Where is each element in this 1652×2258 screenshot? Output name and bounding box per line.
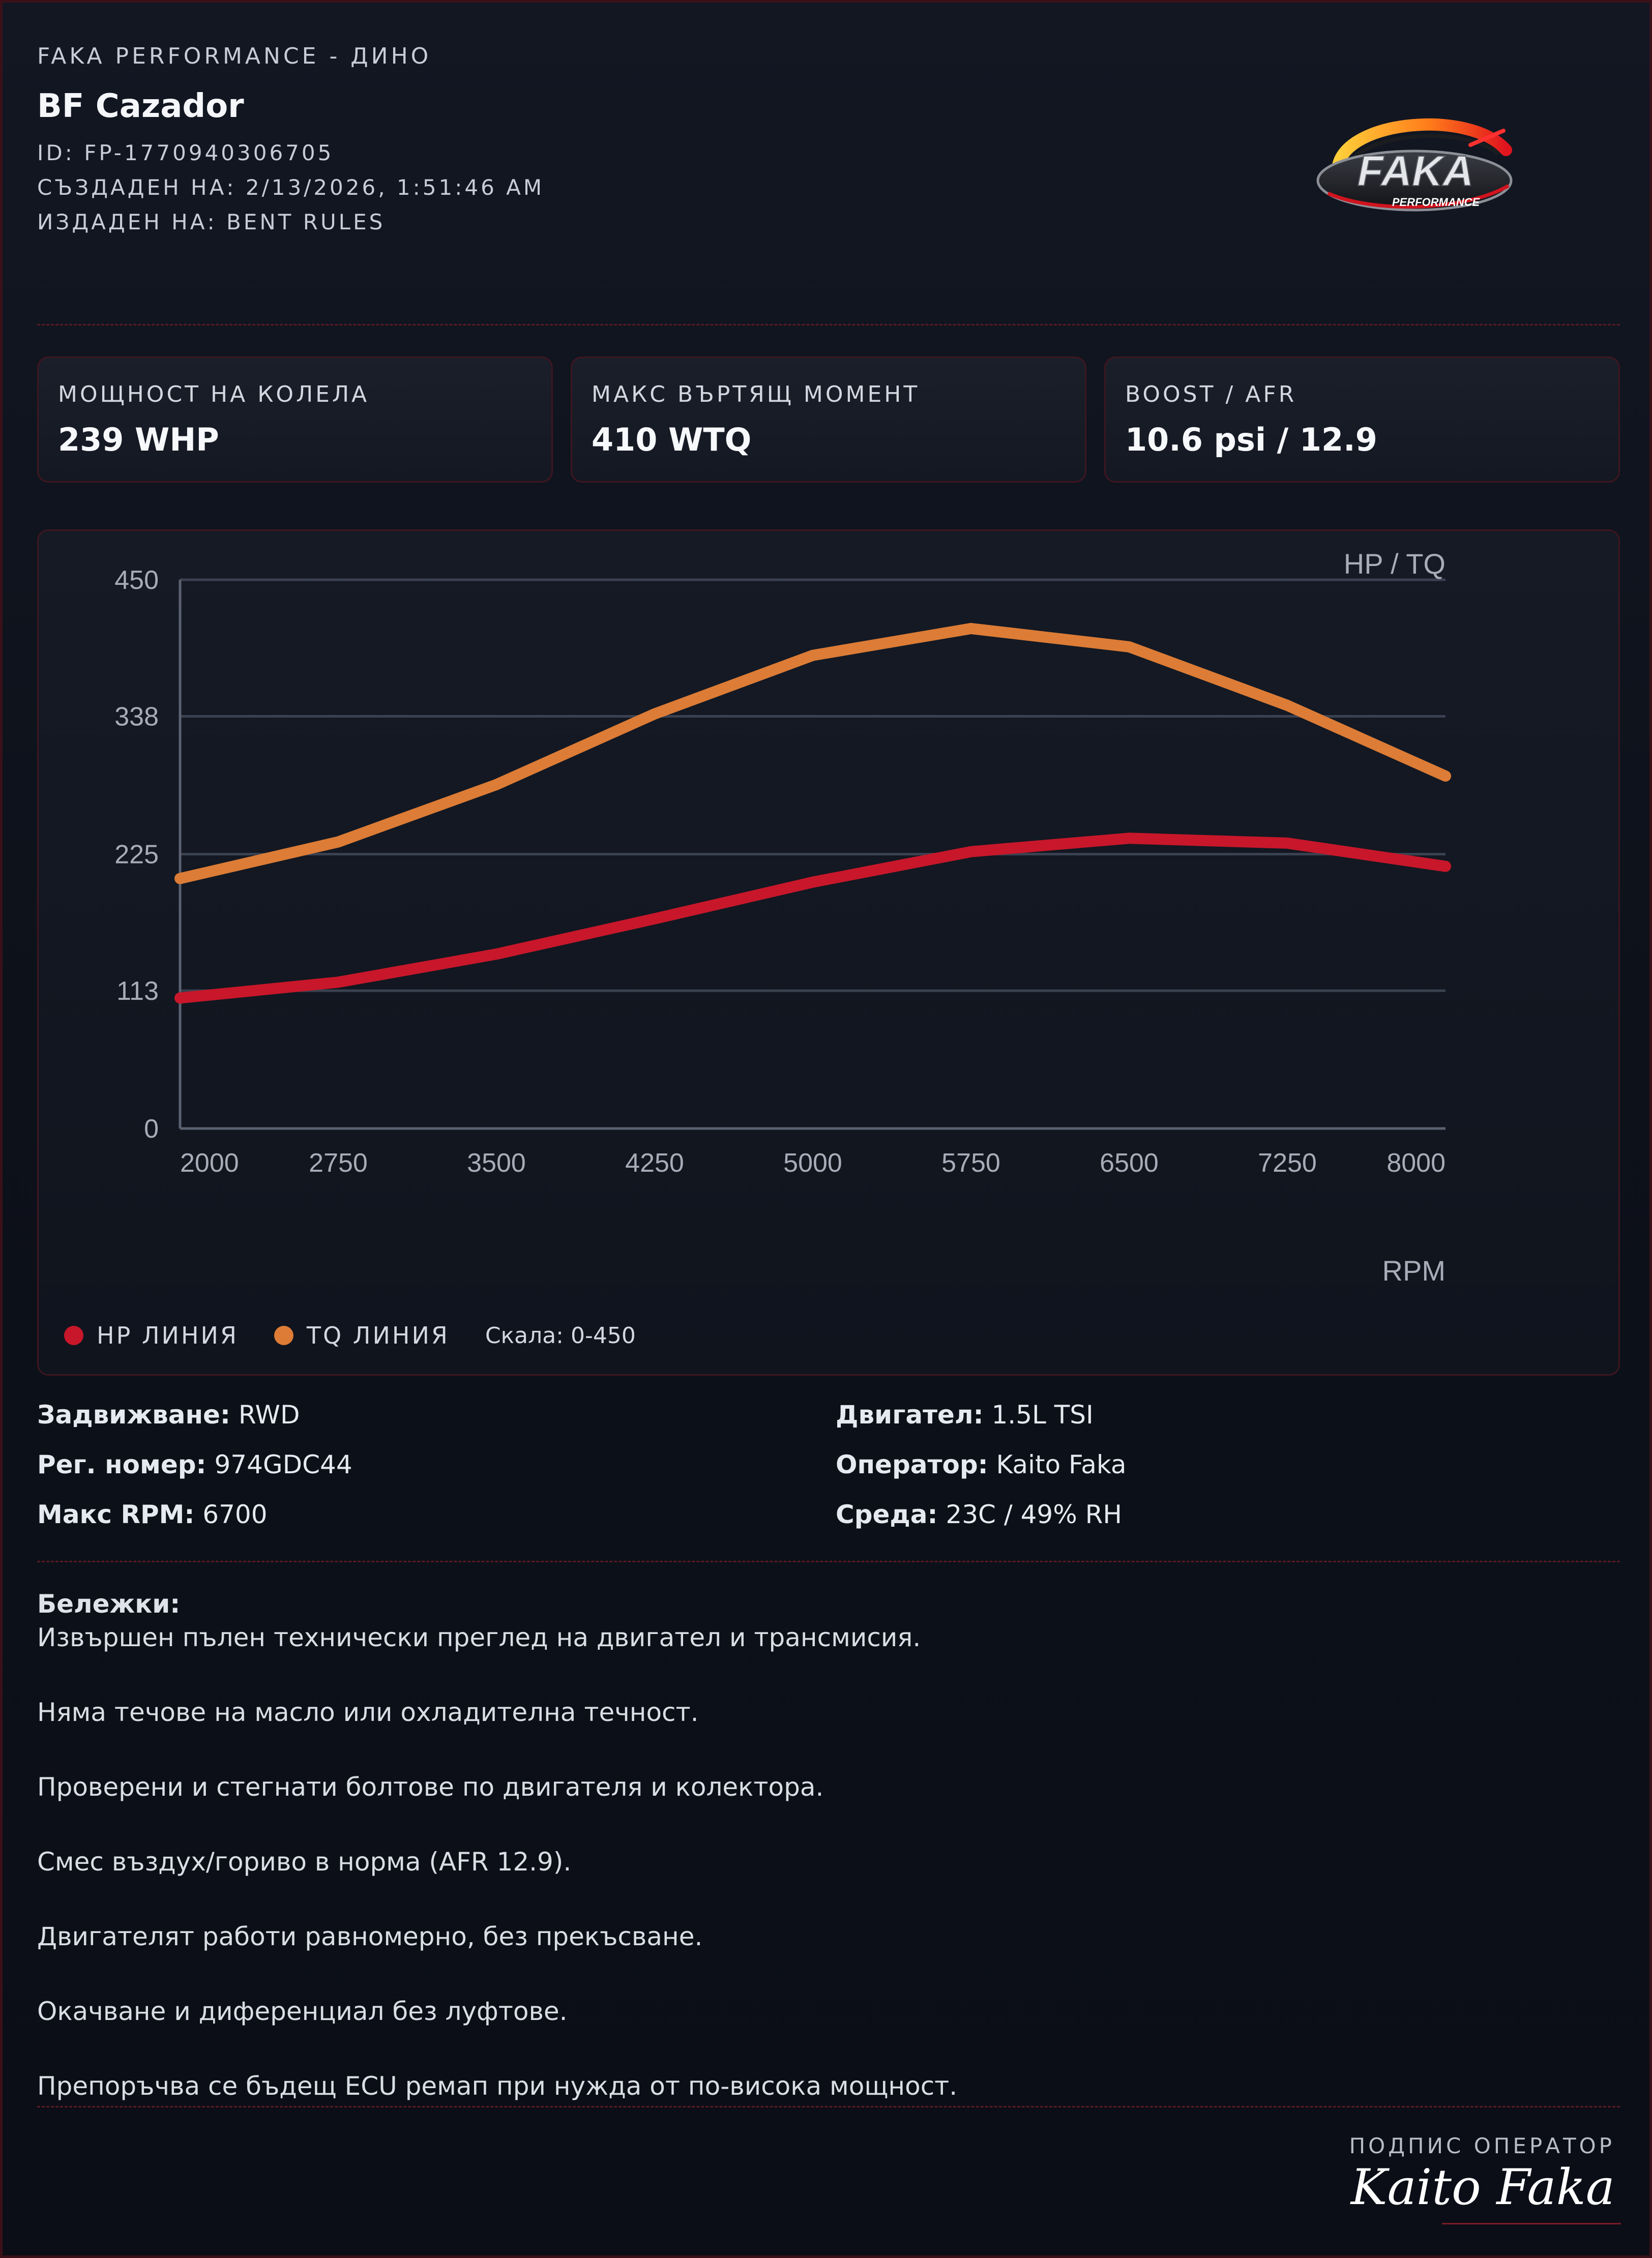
spec-key: Оператор: (836, 1450, 988, 1479)
stat-label-boost-afr: BOOST / AFR (1125, 381, 1297, 407)
spec-value: 1.5L TSI (991, 1400, 1094, 1430)
x-tick-label: 6500 (1100, 1148, 1159, 1178)
note-line: Проверени и стегнати болтове по двигател… (37, 1772, 824, 1802)
signature-label: ПОДПИС ОПЕРАТОР (1349, 2133, 1615, 2158)
tq-series-line (174, 622, 1451, 884)
tq-legend-dot (274, 1326, 293, 1345)
stat-value-whp: 239 WHP (58, 421, 219, 458)
hp-legend-label: HP ЛИНИЯ (97, 1322, 239, 1349)
spec-value: 23C / 49% RH (946, 1500, 1122, 1529)
spec-operator: Оператор: Kaito Faka (836, 1452, 1127, 1477)
y-tick-label: 113 (116, 976, 159, 1006)
note-line: Няма течове на масло или охладителна теч… (37, 1698, 699, 1727)
spec-key: Макс RPM: (37, 1500, 195, 1529)
signature-line (1442, 2223, 1621, 2224)
stat-label-wtq: МАКС ВЪРТЯЩ МОМЕНТ (592, 381, 920, 407)
brand-line: FAKA PERFORMANCE - ДИНО (37, 43, 432, 69)
note-line: Двигателят работи равномерно, без прекъс… (37, 1922, 703, 1951)
scale-label: Скала: 0-450 (485, 1322, 636, 1349)
y-axis-title: HP / TQ (1344, 548, 1446, 580)
issued-by: ИЗДАДЕН НА: BENT RULES (37, 210, 386, 234)
header-divider (37, 324, 1620, 325)
hp-legend-dot (64, 1326, 83, 1345)
spec-engine: Двигател: 1.5L TSI (836, 1402, 1127, 1428)
y-tick-label: 450 (114, 566, 159, 595)
car-name: BF Cazador (37, 87, 244, 125)
dyno-chart-panel: 0 113 225 338 450 2000 2750 3500 4250 5000 5750 650… (37, 529, 1620, 1376)
specs-divider (37, 1561, 1620, 1562)
chart-legend: HP ЛИНИЯ TQ ЛИНИЯ Скала: 0-450 (64, 1320, 636, 1351)
y-tick-label: 225 (114, 840, 159, 870)
notes-title: Бележки: (37, 1589, 181, 1619)
dyno-chart: 0 113 225 338 450 2000 2750 3500 4250 5000 5750 650… (114, 548, 1451, 1287)
note-line: Препоръчва се бъдещ ECU ремап при нужда … (37, 2071, 958, 2101)
report-header: FAKA PERFORMANCE - ДИНО BF Cazador ID: F… (37, 43, 544, 235)
note-line: Извършен пълен технически преглед на дви… (37, 1623, 921, 1652)
spec-key: Двигател: (836, 1400, 984, 1430)
y-tick-label: 338 (114, 702, 159, 732)
spec-value: Kaito Faka (996, 1450, 1127, 1479)
tq-legend-label: TQ ЛИНИЯ (306, 1322, 450, 1349)
x-axis-title: RPM (1382, 1255, 1446, 1287)
x-tick-label: 2750 (309, 1148, 368, 1178)
spec-max-rpm: Макс RPM: 6700 (37, 1502, 352, 1527)
stat-value-wtq: 410 WTQ (592, 421, 752, 458)
y-tick-label: 0 (144, 1114, 159, 1144)
stat-label-whp: МОЩНОСТ НА КОЛЕЛА (58, 381, 370, 407)
x-tick-label: 8000 (1386, 1148, 1446, 1178)
spec-value: RWD (238, 1400, 300, 1430)
spec-drivetrain: Задвижване: RWD (37, 1402, 352, 1428)
specs-right: Двигател: 1.5L TSI Оператор: Kaito Faka … (836, 1402, 1127, 1552)
notes-list: Извършен пълен технически преглед на дви… (37, 1625, 1614, 2148)
spec-key: Задвижване: (37, 1400, 230, 1430)
spec-value: 974GDC44 (214, 1450, 352, 1479)
created-date: СЪЗДАДЕН НА: 2/13/2026, 1:51:46 AM (37, 175, 545, 200)
spec-reg-number: Рег. номер: 974GDC44 (37, 1452, 352, 1477)
logo-subtext: PERFORMANCE (1392, 196, 1481, 209)
x-tick-label: 3500 (467, 1148, 526, 1178)
x-tick-label: 5750 (941, 1148, 1000, 1178)
operator-signature: Kaito Faka (1350, 2159, 1615, 2216)
x-tick-label: 5000 (783, 1148, 842, 1178)
note-line: Смес въздух/гориво в норма (AFR 12.9). (37, 1847, 572, 1877)
notes-divider (37, 2106, 1620, 2107)
stat-card-boost-afr: BOOST / AFR 10.6 psi / 12.9 (1104, 356, 1620, 483)
x-tick-label: 7250 (1258, 1148, 1317, 1178)
note-line: Окачване и диференциал без луфтове. (37, 1997, 568, 2026)
stat-card-wtq: МАКС ВЪРТЯЩ МОМЕНТ 410 WTQ (571, 356, 1086, 483)
spec-key: Среда: (836, 1500, 938, 1529)
x-tick-label: 2000 (180, 1148, 239, 1178)
hp-series-line (174, 833, 1451, 1004)
stat-card-whp: МОЩНОСТ НА КОЛЕЛА 239 WHP (37, 356, 553, 483)
spec-value: 6700 (202, 1500, 268, 1529)
spec-environment: Среда: 23C / 49% RH (836, 1502, 1127, 1527)
report-id: ID: FP-1770940306705 (37, 140, 334, 165)
spec-key: Рег. номер: (37, 1450, 206, 1479)
logo-text: FAKA (1358, 147, 1474, 195)
faka-performance-logo: FAKA PERFORMANCE (1316, 118, 1513, 212)
stat-value-boost-afr: 10.6 psi / 12.9 (1125, 421, 1377, 458)
x-tick-label: 4250 (625, 1148, 684, 1178)
specs-left: Задвижване: RWD Рег. номер: 974GDC44 Мак… (37, 1402, 352, 1552)
